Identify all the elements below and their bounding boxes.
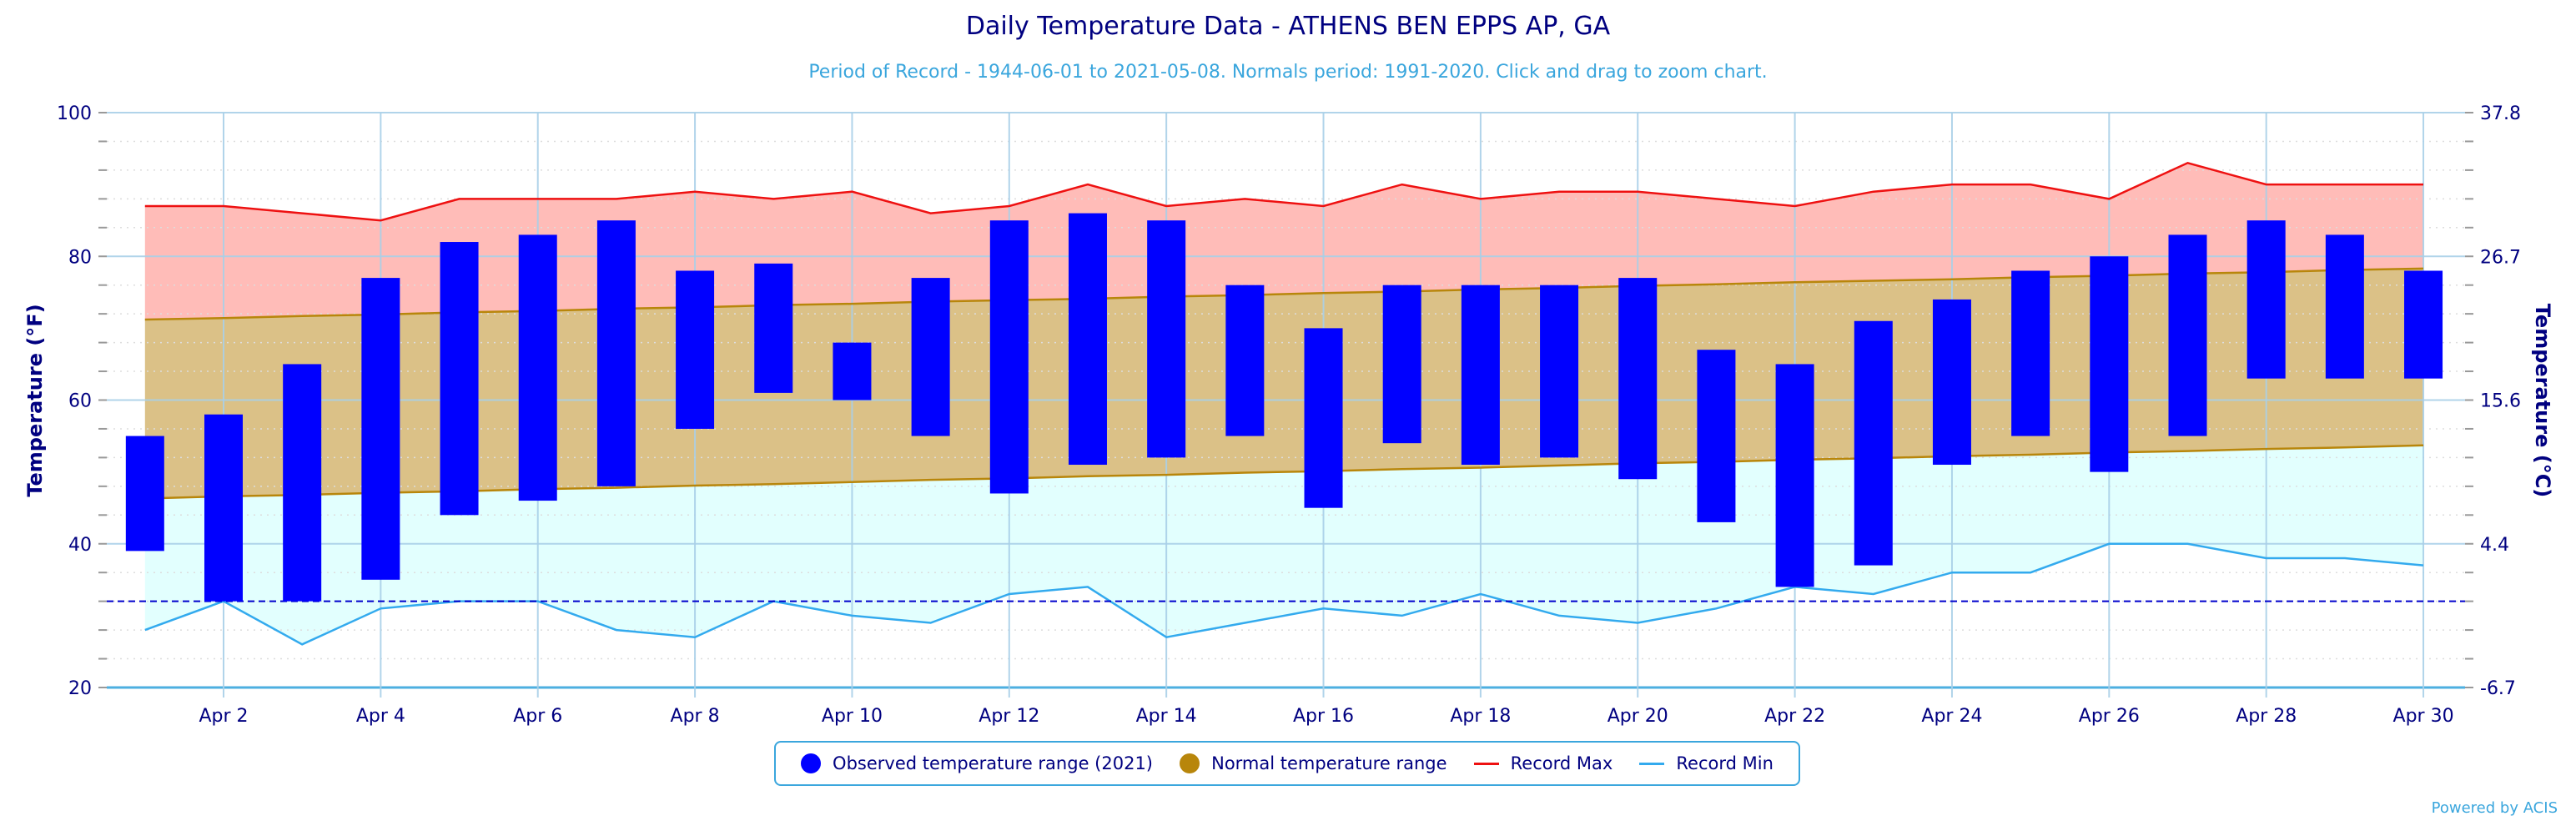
observed-bar-day-15[interactable] xyxy=(1225,285,1265,436)
observed-bar-day-12[interactable] xyxy=(989,220,1029,494)
observed-dot-icon xyxy=(801,753,822,773)
observed-bar-day-23[interactable] xyxy=(1854,320,1893,566)
normal-range-band xyxy=(144,268,2423,499)
observed-bar-day-17[interactable] xyxy=(1382,285,1421,444)
x-tick-label: Apr 18 xyxy=(1450,706,1511,727)
observed-bar-day-8[interactable] xyxy=(676,270,715,429)
y-tick-label-right: 15.6 xyxy=(2480,391,2521,412)
y-axis-label-left: Temperature (°F) xyxy=(23,304,47,496)
observed-bar-day-18[interactable] xyxy=(1461,285,1500,466)
observed-bar-day-14[interactable] xyxy=(1147,220,1186,458)
legend: Observed temperature range (2021) Normal… xyxy=(774,741,1800,786)
observed-bar-day-25[interactable] xyxy=(2011,270,2050,436)
observed-bar-day-30[interactable] xyxy=(2404,270,2443,379)
observed-bar-day-29[interactable] xyxy=(2325,234,2364,379)
record-min-line-icon xyxy=(1639,762,1665,765)
observed-bar-day-20[interactable] xyxy=(1618,278,1658,480)
observed-bar-day-13[interactable] xyxy=(1068,213,1107,466)
bands-layer xyxy=(144,163,2423,645)
observed-bar-day-5[interactable] xyxy=(440,242,479,516)
legend-label: Observed temperature range (2021) xyxy=(833,753,1153,773)
x-tick-label: Apr 26 xyxy=(2079,706,2140,727)
y-tick-label-left: 80 xyxy=(68,247,92,268)
x-tick-label: Apr 8 xyxy=(671,706,720,727)
chart-subtitle: Period of Record - 1944-06-01 to 2021-05… xyxy=(808,62,1768,83)
x-tick-label: Apr 6 xyxy=(513,706,562,727)
x-tick-label: Apr 12 xyxy=(979,706,1039,727)
y-tick-label-right: 26.7 xyxy=(2480,247,2521,268)
record-max-line-icon xyxy=(1473,762,1499,765)
y-tick-label-right: 4.4 xyxy=(2480,535,2509,556)
observed-bar-day-10[interactable] xyxy=(833,342,872,400)
observed-bar-day-2[interactable] xyxy=(204,414,243,602)
y-tick-label-right: 37.8 xyxy=(2480,103,2521,124)
observed-bar-day-22[interactable] xyxy=(1775,364,1814,587)
observed-bar-day-6[interactable] xyxy=(518,234,557,501)
x-tick-label: Apr 16 xyxy=(1293,706,1354,727)
legend-item-observed[interactable]: Observed temperature range (2021) xyxy=(801,753,1153,773)
observed-bars-layer xyxy=(125,213,2443,602)
axes-layer: 100 37.8 80 26.7 60 15.6 40 4.4 20 -6.7 Apr 2 Apr 4… xyxy=(57,103,2521,727)
x-tick-label: Apr 10 xyxy=(822,706,883,727)
y-tick-label-left: 100 xyxy=(57,103,92,124)
observed-bar-day-4[interactable] xyxy=(361,278,400,580)
powered-by-link[interactable]: Powered by ACIS xyxy=(2431,799,2558,817)
observed-bar-day-3[interactable] xyxy=(283,364,322,602)
legend-item-record-max[interactable]: Record Max xyxy=(1473,753,1613,773)
record-max-line xyxy=(144,161,2423,222)
observed-bar-day-11[interactable] xyxy=(911,278,950,436)
record-min-band xyxy=(144,445,2423,645)
x-tick-label: Apr 4 xyxy=(356,706,405,727)
x-tick-label: Apr 20 xyxy=(1607,706,1668,727)
x-tick-label: Apr 24 xyxy=(1921,706,1982,727)
y-tick-label-left: 40 xyxy=(68,535,92,556)
legend-label: Record Max xyxy=(1510,753,1613,773)
x-tick-label: Apr 28 xyxy=(2236,706,2297,727)
observed-bar-day-9[interactable] xyxy=(754,263,793,393)
y-axis-label-right: Temperature (°C) xyxy=(2531,304,2554,498)
legend-item-normal[interactable]: Normal temperature range xyxy=(1180,753,1447,773)
observed-bar-day-24[interactable] xyxy=(1932,299,1971,466)
grid-layer xyxy=(107,112,2465,698)
y-tick-label-right: -6.7 xyxy=(2480,678,2516,699)
observed-bar-day-21[interactable] xyxy=(1697,350,1736,522)
observed-bar-day-1[interactable] xyxy=(125,436,164,552)
legend-item-record-min[interactable]: Record Min xyxy=(1639,753,1774,773)
x-tick-label: Apr 30 xyxy=(2393,706,2454,727)
y-tick-label-left: 20 xyxy=(68,678,92,699)
observed-bar-day-19[interactable] xyxy=(1540,285,1579,458)
observed-bar-day-7[interactable] xyxy=(596,220,636,486)
chart-title: Daily Temperature Data - ATHENS BEN EPPS… xyxy=(965,12,1611,41)
observed-bar-day-26[interactable] xyxy=(2090,256,2129,472)
observed-bar-day-27[interactable] xyxy=(2168,234,2207,436)
legend-label: Normal temperature range xyxy=(1211,753,1447,773)
legend-label: Record Min xyxy=(1676,753,1774,773)
observed-bar-day-28[interactable] xyxy=(2246,220,2286,379)
y-tick-label-left: 60 xyxy=(68,391,92,412)
x-tick-label: Apr 2 xyxy=(199,706,248,727)
x-tick-label: Apr 14 xyxy=(1136,706,1197,727)
observed-bar-day-16[interactable] xyxy=(1304,328,1343,508)
x-tick-label: Apr 22 xyxy=(1764,706,1825,727)
normal-dot-icon xyxy=(1180,753,1200,773)
